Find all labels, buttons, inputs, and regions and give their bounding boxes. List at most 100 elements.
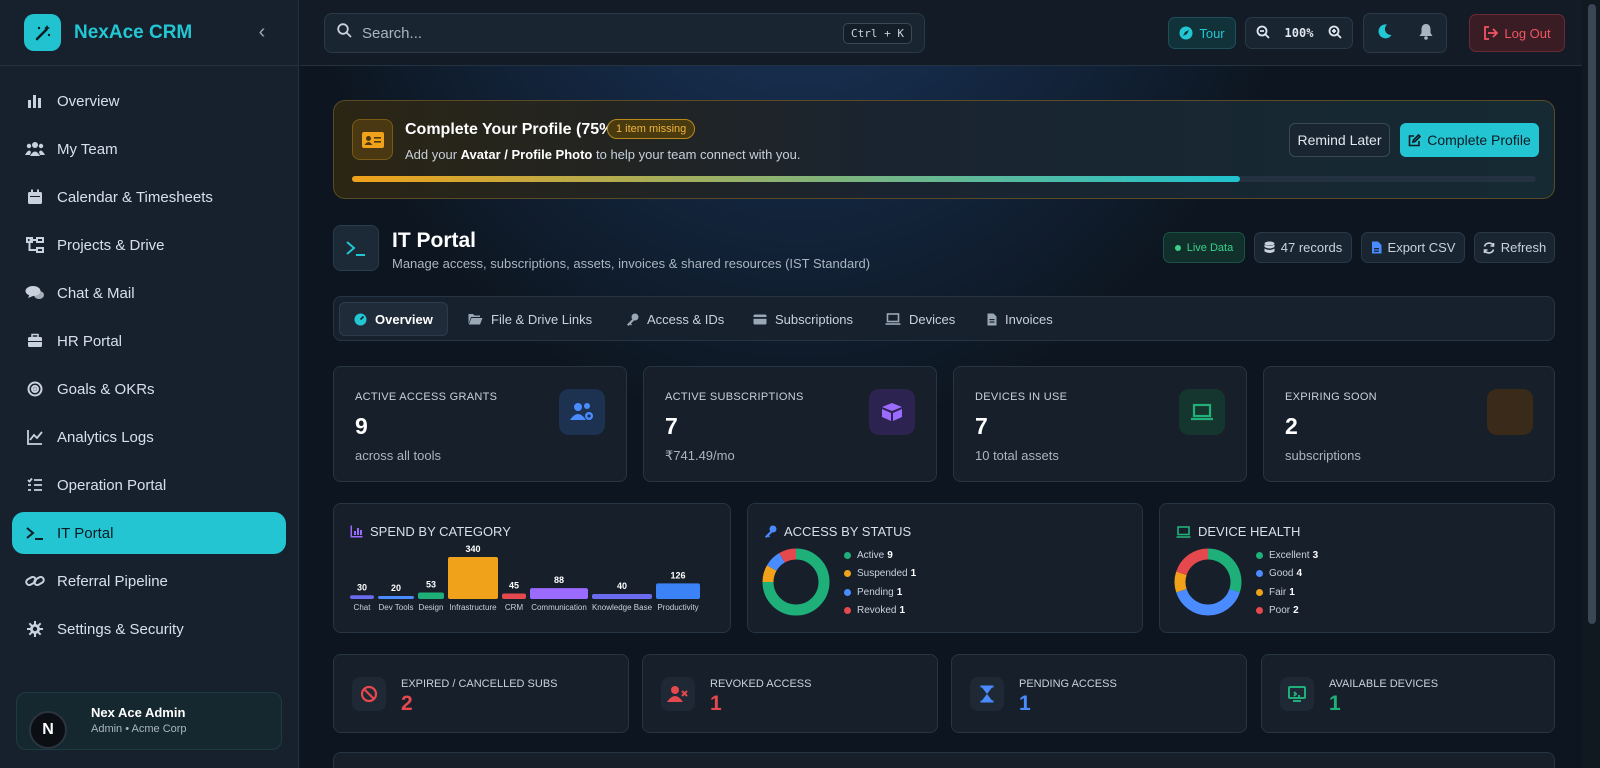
- bar-category-label: Productivity: [657, 603, 698, 612]
- donut-slice-fair[interactable]: [1174, 571, 1187, 593]
- donut-slice-excellent[interactable]: [1207, 548, 1242, 593]
- logout-button[interactable]: Log Out: [1469, 14, 1565, 52]
- legend-dot: [844, 588, 851, 596]
- profile-completion-banner: Complete Your Profile (75%) 1 item missi…: [333, 100, 1555, 199]
- bar-infrastructure[interactable]: [448, 557, 498, 599]
- tab-devices[interactable]: Devices: [871, 302, 969, 336]
- bar-communication[interactable]: [530, 588, 588, 599]
- stat-card-subscriptions[interactable]: ACTIVE SUBSCRIPTIONS 7 ₹741.49/mo: [643, 366, 937, 482]
- bell-icon[interactable]: [1418, 23, 1434, 43]
- donut-slice-suspended[interactable]: [762, 565, 777, 583]
- device-health-panel: DEVICE HEALTH Excellent 3 Good 4 Fair 1 Poo…: [1159, 503, 1555, 633]
- legend-dot: [844, 570, 851, 578]
- sidebar-item-label: IT Portal: [57, 524, 114, 542]
- logout-icon: [1483, 26, 1499, 40]
- sitemap-icon: [25, 235, 45, 255]
- donut-slice-revoked[interactable]: [779, 548, 797, 563]
- laptop-icon: [1179, 389, 1225, 435]
- sidebar-item-hr[interactable]: HR Portal: [12, 320, 286, 362]
- bar-category-label: Chat: [354, 603, 372, 612]
- donut-slice-pending[interactable]: [766, 552, 786, 572]
- bar-category-label: Infrastructure: [449, 603, 497, 612]
- sidebar-item-calendar[interactable]: Calendar & Timesheets: [12, 176, 286, 218]
- stat-label: PENDING ACCESS: [1019, 678, 1117, 690]
- stat-card-access-grants[interactable]: ACTIVE ACCESS GRANTS 9 across all tools: [333, 366, 627, 482]
- stat-label: AVAILABLE DEVICES: [1329, 678, 1439, 690]
- gear-icon: [25, 619, 45, 639]
- database-icon: [1264, 241, 1275, 254]
- legend-item: Poor 2: [1256, 602, 1318, 621]
- panel-title: DEVICE HEALTH: [1176, 524, 1300, 539]
- sidebar-item-label: HR Portal: [57, 332, 123, 350]
- sidebar-item-label: My Team: [57, 140, 118, 158]
- stat-card-expired-subs[interactable]: EXPIRED / CANCELLED SUBS 2: [333, 654, 629, 733]
- bar-productivity[interactable]: [656, 583, 700, 599]
- legend-item: Pending 1: [844, 583, 916, 602]
- stat-card-pending-access[interactable]: PENDING ACCESS 1: [951, 654, 1247, 733]
- ban-icon: [352, 677, 386, 711]
- bar-chat[interactable]: [350, 595, 374, 599]
- donut-slice-active[interactable]: [762, 548, 830, 616]
- profile-progress-bar: [352, 176, 1536, 182]
- stat-card-revoked-access[interactable]: REVOKED ACCESS 1: [642, 654, 938, 733]
- legend-dot: [1256, 570, 1263, 578]
- sidebar-item-it-portal[interactable]: IT Portal: [12, 512, 286, 554]
- bar-dev-tools[interactable]: [378, 596, 414, 599]
- search-input[interactable]: Search...: [362, 24, 423, 42]
- target-icon: [25, 379, 45, 399]
- zoom-control: 100%: [1245, 17, 1353, 49]
- bar-knowledge-base[interactable]: [592, 594, 652, 599]
- tab-access-ids[interactable]: Access & IDs: [612, 302, 738, 336]
- page-title: IT Portal: [392, 229, 477, 252]
- sidebar-item-settings[interactable]: Settings & Security: [12, 608, 286, 650]
- sidebar-item-chat[interactable]: Chat & Mail: [12, 272, 286, 314]
- legend-dot: [844, 551, 851, 559]
- users-cog-icon: [559, 389, 605, 435]
- user-role: Admin • Acme Corp: [91, 723, 187, 735]
- sidebar-item-projects[interactable]: Projects & Drive: [12, 224, 286, 266]
- stat-subtext: across all tools: [355, 448, 441, 463]
- sidebar-item-operation[interactable]: Operation Portal: [12, 464, 286, 506]
- sidebar-item-referral[interactable]: Referral Pipeline: [12, 560, 286, 602]
- records-count-button[interactable]: 47 records: [1254, 232, 1352, 263]
- collapse-sidebar-icon[interactable]: ‹: [258, 21, 266, 43]
- invoice-icon: [987, 313, 997, 326]
- bar-design[interactable]: [418, 592, 444, 599]
- tour-button[interactable]: Tour: [1168, 17, 1236, 49]
- next-section-card: [333, 752, 1555, 768]
- remind-later-button[interactable]: Remind Later: [1289, 123, 1390, 157]
- stat-card-devices[interactable]: DEVICES IN USE 7 10 total assets: [953, 366, 1247, 482]
- sidebar-item-label: Overview: [57, 92, 120, 110]
- moon-icon[interactable]: [1376, 23, 1393, 43]
- sidebar-item-label: Operation Portal: [57, 476, 167, 494]
- sidebar-item-my-team[interactable]: My Team: [12, 128, 286, 170]
- donut-slice-poor[interactable]: [1176, 548, 1209, 576]
- sidebar-item-analytics[interactable]: Analytics Logs: [12, 416, 286, 458]
- users-icon: [25, 139, 45, 159]
- sidebar-item-overview[interactable]: Overview: [12, 80, 286, 122]
- complete-profile-button[interactable]: Complete Profile: [1400, 123, 1539, 157]
- user-profile-card[interactable]: N Nex Ace Admin Admin • Acme Corp: [16, 692, 282, 750]
- donut-slice-good[interactable]: [1176, 588, 1240, 616]
- stat-value: 1: [1329, 692, 1341, 715]
- scrollbar-thumb[interactable]: [1588, 4, 1596, 624]
- stat-card-expiring[interactable]: EXPIRING SOON 2 subscriptions: [1263, 366, 1555, 482]
- sidebar-item-goals[interactable]: Goals & OKRs: [12, 368, 286, 410]
- search-box[interactable]: Search... Ctrl + K: [324, 13, 925, 53]
- tab-overview[interactable]: Overview: [339, 302, 448, 336]
- bar-value-label: 88: [554, 575, 564, 585]
- key-icon: [626, 313, 639, 326]
- stat-card-available-devices[interactable]: AVAILABLE DEVICES 1: [1261, 654, 1555, 733]
- zoom-out-icon[interactable]: [1256, 25, 1270, 42]
- export-csv-button[interactable]: Export CSV: [1361, 232, 1465, 263]
- tab-subscriptions[interactable]: Subscriptions: [739, 302, 867, 336]
- stat-label: EXPIRED / CANCELLED SUBS: [401, 678, 558, 690]
- tab-invoices[interactable]: Invoices: [973, 302, 1067, 336]
- stat-label: EXPIRING SOON: [1285, 391, 1377, 403]
- bar-crm[interactable]: [502, 593, 526, 599]
- bar-category-label: Dev Tools: [379, 603, 414, 612]
- zoom-in-icon[interactable]: [1328, 25, 1342, 42]
- refresh-button[interactable]: Refresh: [1474, 232, 1555, 263]
- tab-file-drive-links[interactable]: File & Drive Links: [454, 302, 606, 336]
- bar-value-label: 53: [426, 579, 436, 589]
